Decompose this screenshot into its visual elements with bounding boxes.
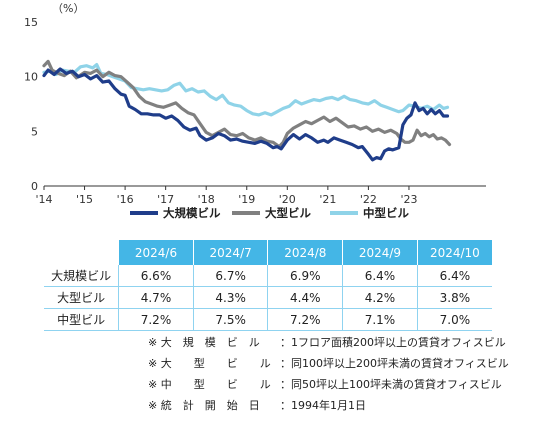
table-header-cell: 2024/9 bbox=[342, 240, 418, 265]
y-tick-label: 0 bbox=[31, 180, 38, 193]
table-header-cell: 2024/8 bbox=[267, 240, 344, 265]
footnote-text: ：同100坪以上200坪未満の賃貸オフィスビル bbox=[280, 357, 509, 370]
legend-label: 大型ビル bbox=[265, 206, 311, 220]
y-tick-label: 15 bbox=[24, 16, 38, 29]
table-cell: 4.4% bbox=[267, 286, 344, 309]
table-cell: 6.7% bbox=[193, 265, 269, 287]
footnote: ※ 大 型 ビ ル ：同100坪以上200坪未満の賃貸オフィスビル bbox=[148, 353, 509, 374]
legend-label: 大規模ビル bbox=[163, 206, 221, 220]
footnote: ※ 中 型 ビ ル ：同50坪以上100坪未満の賃貸オフィスビル bbox=[148, 374, 509, 395]
table-cell: 6.4% bbox=[417, 265, 492, 287]
y-tick-label: 10 bbox=[24, 71, 38, 84]
footnote-text: ：同50坪以上100坪未満の賃貸オフィスビル bbox=[280, 378, 502, 391]
legend-label: 中型ビル bbox=[363, 206, 409, 220]
table-cell: 6.4% bbox=[342, 265, 418, 287]
y-axis-ticks: 0 5 10 15 bbox=[24, 16, 38, 193]
x-tick-label: '17 bbox=[157, 193, 174, 206]
table-header-row: 2024/6 2024/7 2024/8 2024/9 2024/10 bbox=[44, 240, 492, 265]
row-label: 大型ビル bbox=[44, 286, 120, 309]
table-cell: 6.9% bbox=[267, 265, 344, 287]
table-cell: 4.3% bbox=[193, 286, 269, 309]
series-line-2 bbox=[42, 59, 452, 149]
x-axis-ticks: '14 '15 '16 '17 '18 '19 '20 '21 '22 '23 bbox=[35, 186, 417, 206]
x-tick-label: '19 bbox=[238, 193, 255, 206]
series-line-1 bbox=[42, 67, 450, 162]
footnote-label: ※ 統 計 開 始 日 bbox=[148, 399, 260, 412]
x-tick-label: '16 bbox=[117, 193, 134, 206]
table-cell: 4.2% bbox=[342, 286, 418, 309]
table-row: 大規模ビル 6.6% 6.7% 6.9% 6.4% 6.4% bbox=[44, 265, 492, 287]
table-cell: 7.0% bbox=[417, 308, 492, 331]
table-cell: 7.2% bbox=[267, 308, 344, 331]
footnote: ※ 大 規 模 ビ ル ：1フロア面積200坪以上の賃貸オフィスビル bbox=[148, 332, 509, 353]
footnote-text: ：1フロア面積200坪以上の賃貸オフィスビル bbox=[280, 336, 506, 349]
table-cell: 7.1% bbox=[342, 308, 418, 331]
y-axis-unit-label: （%） bbox=[52, 2, 84, 15]
table-header-cell: 2024/10 bbox=[417, 240, 492, 265]
vacancy-rate-line-chart: （%） 0 5 10 15 '14 '15 '16 '17 '18 '19 '20 '21 '22 '2… bbox=[24, 2, 486, 220]
series-lines bbox=[42, 59, 452, 162]
footnote-label: ※ 中 型 ビ ル bbox=[148, 378, 271, 391]
footnote: ※ 統 計 開 始 日 ：1994年1月1日 bbox=[148, 395, 509, 416]
table-cell: 6.6% bbox=[118, 265, 194, 287]
table-header-blank bbox=[44, 240, 120, 265]
table-row: 中型ビル 7.2% 7.5% 7.2% 7.1% 7.0% bbox=[44, 308, 492, 331]
row-label: 大規模ビル bbox=[44, 265, 120, 287]
footnote-text: ：1994年1月1日 bbox=[280, 399, 366, 412]
footnotes: ※ 大 規 模 ビ ル ：1フロア面積200坪以上の賃貸オフィスビル ※ 大 型 … bbox=[148, 332, 509, 416]
table-cell: 7.5% bbox=[193, 308, 269, 331]
x-tick-label: '23 bbox=[400, 193, 417, 206]
vacancy-rate-table: 2024/6 2024/7 2024/8 2024/9 2024/10 大規模ビ… bbox=[44, 240, 492, 331]
table-row: 大型ビル 4.7% 4.3% 4.4% 4.2% 3.8% bbox=[44, 286, 492, 309]
x-tick-label: '14 bbox=[35, 193, 52, 206]
table-header-cell: 2024/6 bbox=[118, 240, 194, 265]
footnote-label: ※ 大 規 模 ビ ル bbox=[148, 336, 260, 349]
series-line-3 bbox=[42, 62, 450, 117]
chart-legend: 大規模ビル 大型ビル 中型ビル bbox=[130, 206, 409, 220]
y-tick-label: 5 bbox=[31, 125, 38, 138]
table-cell: 7.2% bbox=[118, 308, 194, 331]
table-cell: 4.7% bbox=[118, 286, 194, 309]
x-tick-label: '21 bbox=[319, 193, 336, 206]
table-header-cell: 2024/7 bbox=[193, 240, 269, 265]
footnote-label: ※ 大 型 ビ ル bbox=[148, 357, 271, 370]
x-tick-label: '18 bbox=[198, 193, 215, 206]
x-tick-label: '22 bbox=[360, 193, 377, 206]
row-label: 中型ビル bbox=[44, 308, 120, 331]
x-tick-label: '15 bbox=[76, 193, 93, 206]
table-cell: 3.8% bbox=[417, 286, 492, 309]
x-tick-label: '20 bbox=[279, 193, 296, 206]
